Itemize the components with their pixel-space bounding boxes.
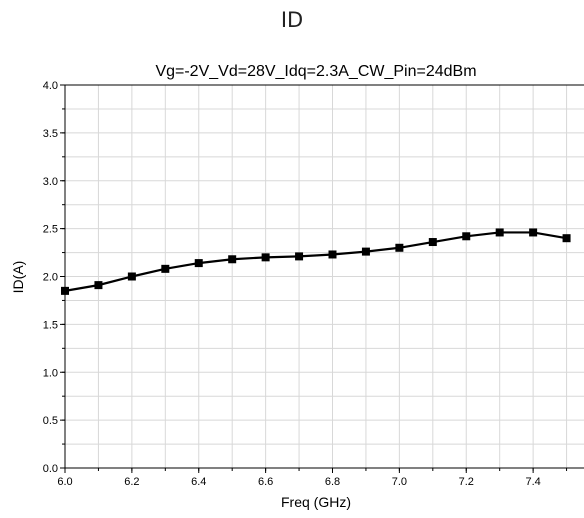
y-tick-label: 2.5 (43, 224, 58, 236)
data-point (428, 238, 437, 247)
y-axis-label: ID(A) (10, 261, 26, 294)
data-point (194, 259, 203, 268)
data-point (361, 247, 370, 256)
x-tick-label: 7.0 (392, 476, 407, 488)
data-point (495, 228, 504, 237)
data-point (61, 286, 69, 295)
data-point (529, 228, 538, 237)
page-heading: ID (280, 8, 304, 32)
y-tick-label: 2.0 (43, 272, 58, 284)
series-line (64, 231, 567, 292)
x-tick-label: 6.4 (191, 476, 206, 488)
y-tick-label: 3.0 (43, 176, 58, 188)
data-point (395, 243, 404, 252)
data-point (295, 252, 304, 261)
x-tick-label: 6.2 (124, 476, 139, 488)
x-tick-label: 6.0 (57, 476, 72, 488)
x-tick-label: 6.6 (258, 476, 273, 488)
y-tick-label: 4.0 (43, 80, 58, 92)
data-point (127, 272, 136, 281)
data-point (462, 232, 471, 241)
data-point (328, 250, 337, 259)
y-tick-label: 0.0 (43, 463, 58, 475)
x-axis-ticks: 6.0 6.2 6.4 6.6 6.8 7.0 7.2 7.4 (57, 468, 568, 488)
data-point (94, 281, 103, 290)
chart-title: Vg=-2V_Vd=28V_Idq=2.3A_CW_Pin=24dBm (155, 63, 476, 80)
data-point (562, 234, 571, 243)
data-point (228, 255, 237, 264)
x-tick-label: 7.2 (459, 476, 474, 488)
y-axis-ticks: 0.0 0.5 1.0 1.5 2.0 2.5 3.0 3.5 4.0 (43, 80, 65, 475)
data-point (261, 253, 270, 262)
x-axis-label: Freq (GHz) (281, 494, 351, 510)
y-tick-label: 0.5 (43, 415, 58, 427)
data-point (161, 264, 170, 273)
x-tick-label: 7.4 (525, 476, 540, 488)
y-tick-label: 1.0 (43, 367, 58, 379)
y-tick-label: 1.5 (43, 319, 58, 331)
grid-lines (64, 84, 584, 469)
data-series (61, 228, 571, 295)
y-tick-label: 3.5 (43, 128, 58, 140)
x-tick-label: 6.8 (325, 476, 340, 488)
